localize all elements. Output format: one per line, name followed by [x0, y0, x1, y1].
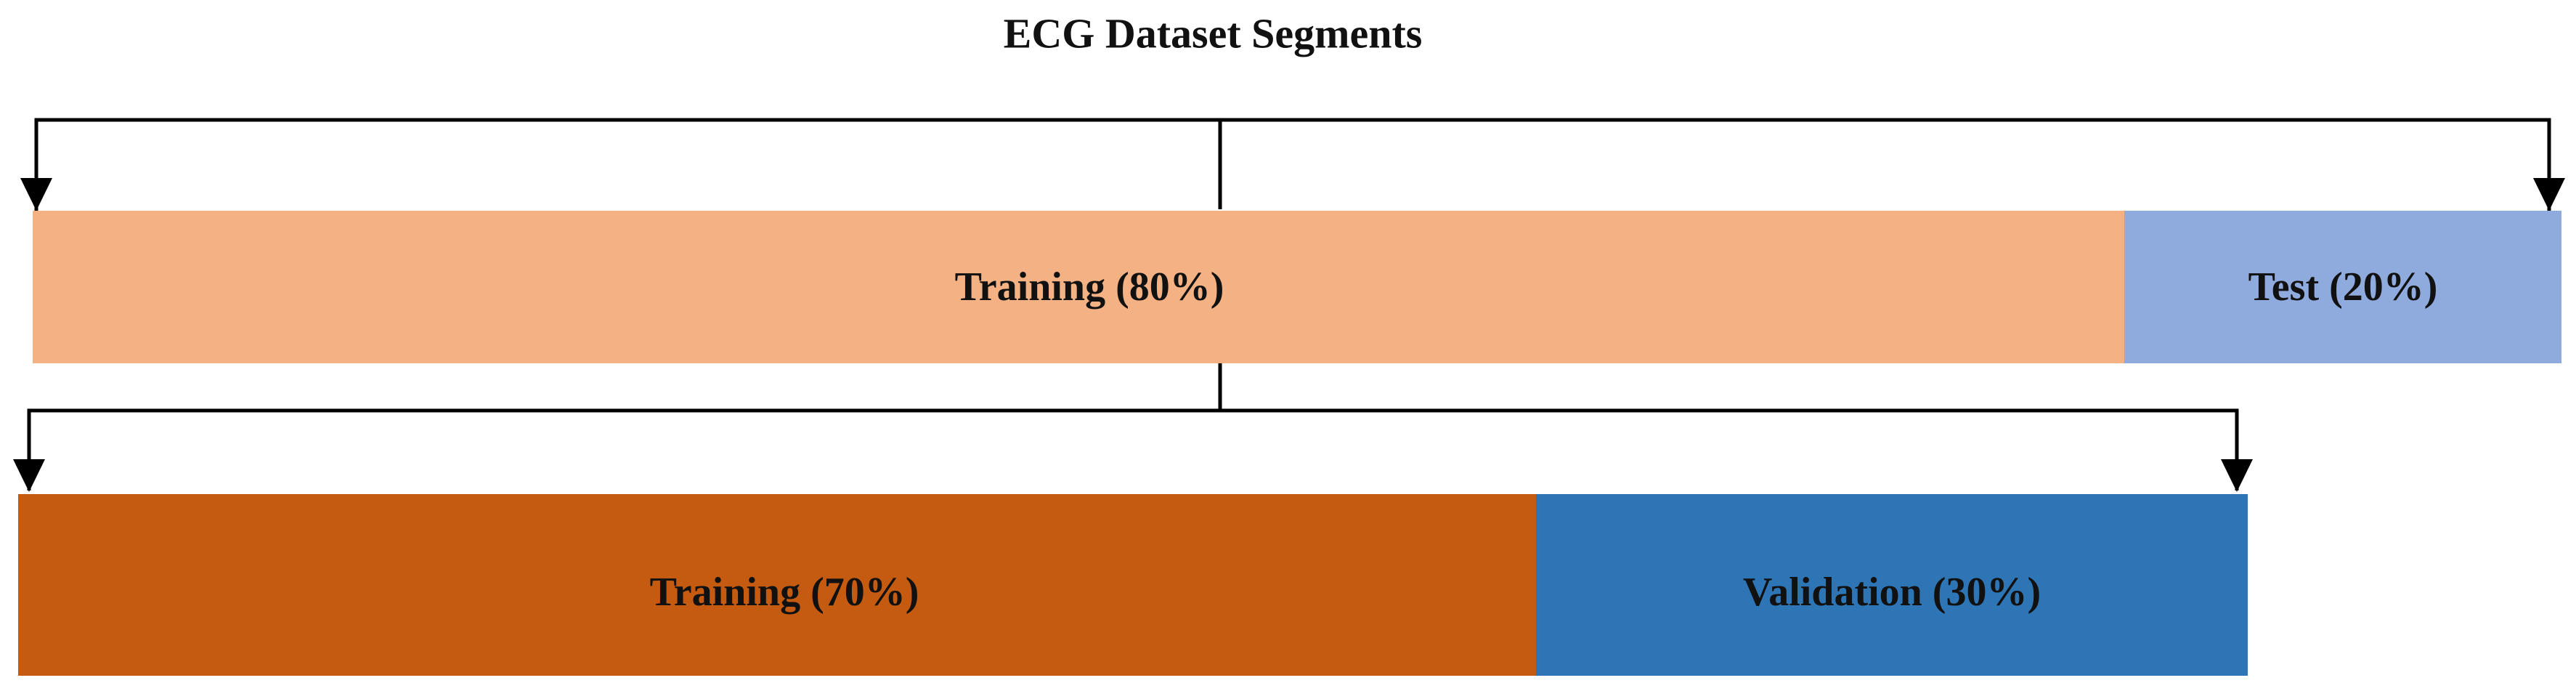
segment-label: Training (80%)	[955, 264, 1224, 310]
segment-label: Test (20%)	[2248, 264, 2438, 310]
segment-box	[2124, 211, 2561, 363]
arrow-head	[13, 459, 45, 492]
segment-label: Training (70%)	[650, 570, 919, 615]
segment-box	[33, 211, 2124, 363]
top-bracket	[20, 118, 2565, 211]
bottom-bracket	[13, 363, 2253, 492]
segment-box	[18, 494, 1536, 676]
segment-label: Validation (30%)	[1743, 570, 2041, 615]
bracket-line	[27, 408, 2239, 490]
arrow-head	[20, 178, 52, 211]
segment-box	[1536, 494, 2248, 676]
bracket-line	[34, 118, 2551, 211]
arrow-head	[2221, 459, 2253, 492]
arrow-head	[2533, 178, 2565, 211]
title: ECG Dataset Segments	[1004, 9, 1423, 57]
